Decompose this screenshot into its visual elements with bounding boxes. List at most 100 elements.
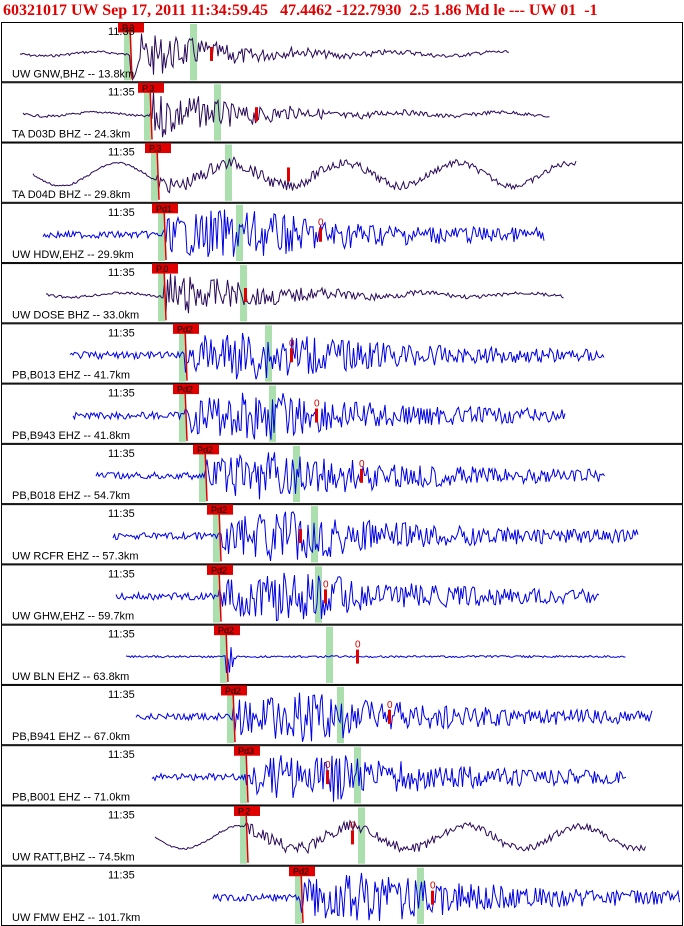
time-label: 11:35 [108,689,135,701]
trace-row[interactable]: Pd2 0 11:35 UW GHW,EHZ -- 59.7km [1,564,683,625]
trace-frame [1,624,683,685]
waveform [32,156,577,194]
time-label: 11:35 [108,388,135,400]
pick-line[interactable] [245,809,249,863]
coda-marker[interactable] [315,408,318,423]
pick-line[interactable] [184,327,188,381]
time-label: 11:35 [108,568,135,580]
time-label: 11:35 [108,207,135,219]
station-label: PB,B013 EHZ -- 41.7km [12,370,130,382]
coda-marker[interactable] [299,529,302,544]
pick-flag[interactable] [173,323,199,334]
time-label: 11:35 [108,448,135,460]
pick-line[interactable] [245,749,249,803]
trace-row[interactable]: Pd2 0 11:35 UW FMW EHZ -- 101.7km [1,865,683,926]
pick-flag[interactable] [193,444,219,455]
pick-label: Pd2 [211,505,227,515]
s-window [240,265,247,322]
trace-row[interactable]: Pd2 0 11:35 PB,B018 EHZ -- 54.7km [1,443,683,505]
trace-row[interactable]: Pd2 0 11:35 PB,B943 EHZ -- 41.8km [1,383,683,444]
coda-marker[interactable] [326,770,329,785]
coda-marker[interactable] [351,830,354,845]
pick-flag[interactable] [207,564,233,575]
pick-line[interactable] [163,267,167,321]
pick-label: P.2 [238,806,250,816]
pick-flag[interactable] [234,745,260,756]
station-label: TA D04D BHZ -- 29.8km [12,189,130,201]
pick-line[interactable] [232,688,236,743]
pick-flag[interactable] [145,143,171,154]
trace-row[interactable]: Pd2 11:35 UW RCFR EHZ -- 57.3km [1,504,683,565]
trace-row[interactable]: Pd3 0 11:35 PB,B001 EHZ -- 71.0km [1,745,683,806]
station-label: UW HDW,EHZ -- 29.9km [12,249,134,261]
p-window [158,265,165,322]
time-label: 11:35 [108,629,135,641]
event-mag-type: Md [465,2,490,19]
pick-line[interactable] [163,206,167,261]
pick-line[interactable] [300,869,304,924]
event-quality: le [493,2,505,19]
p-window [158,204,165,262]
coda-marker[interactable] [210,46,213,61]
event-separator: --- [508,2,525,19]
coda-label: 0 [318,218,324,229]
coda-marker[interactable] [287,167,290,182]
coda-marker[interactable] [324,589,327,604]
pick-flag[interactable] [152,263,178,274]
trace-row[interactable]: Pd1 0 11:35 UW HDW,EHZ -- 29.9km [1,202,683,264]
waveform [45,273,564,314]
pick-flag[interactable] [173,384,199,395]
pick-label: Pd2 [218,626,234,636]
pick-flag[interactable] [221,685,247,696]
pick-flag[interactable] [152,203,178,214]
pick-label: P.0 [156,264,168,274]
trace-row[interactable]: P.3 11:35 TA D04D BHZ -- 29.8km [1,142,683,203]
pick-label: Pd2 [197,445,213,455]
trace-row[interactable]: Pd2 0 11:35 PB,B013 EHZ -- 41.7km [1,323,683,384]
coda-marker[interactable] [356,649,359,664]
trace-row[interactable]: P.0 11:35 UW DOSE BHZ -- 33.0km [1,263,683,324]
trace-frame [1,383,683,444]
pick-flag[interactable] [138,82,164,93]
trace-row[interactable]: P.311:35 UW GNW,BHZ -- 13.8km [1,22,683,83]
p-window [151,144,158,201]
coda-label: 0 [359,459,365,470]
pick-flag[interactable] [234,805,260,816]
coda-marker[interactable] [244,288,247,303]
time-label: 11:35 [108,267,135,279]
coda-marker[interactable] [360,468,363,483]
trace-row[interactable]: Pd2 0 11:35 PB,B941 EHZ -- 67.0km [1,684,683,746]
pick-label: Pd2 [293,867,309,877]
pick-line[interactable] [149,86,153,140]
pick-label: P.3 [142,83,154,93]
pick-line[interactable] [218,508,222,562]
pick-flag[interactable] [118,22,144,33]
waveform [95,452,605,500]
trace-row[interactable]: P.2 0 11:35 UW RATT,BHZ -- 74.5km [1,805,683,866]
pick-flag[interactable] [207,504,233,515]
station-label: UW BLN EHZ -- 63.8km [12,671,129,683]
trace-row[interactable]: P.3 11:35 TA D03D BHZ -- 24.3km [1,82,683,143]
coda-marker[interactable] [290,348,293,363]
pick-line[interactable] [225,628,229,682]
pick-line[interactable] [204,447,208,502]
pick-line[interactable] [218,568,222,622]
waveform [72,392,566,440]
pick-line[interactable] [184,387,188,441]
trace-frame [1,684,683,746]
p-window [213,506,220,563]
pick-flag[interactable] [214,625,240,636]
coda-marker[interactable] [319,227,322,242]
time-label: 11:35 [108,809,135,821]
coda-label: 0 [430,881,436,892]
pick-line[interactable] [129,25,133,80]
trace-frame [1,22,683,83]
pick-line[interactable] [156,146,160,200]
coda-marker[interactable] [255,107,258,122]
coda-marker[interactable] [388,709,391,724]
pick-flag[interactable] [289,866,315,877]
coda-marker[interactable] [431,890,434,905]
time-label: 11:35 [108,147,135,159]
trace-row[interactable]: Pd2 0 11:35 UW BLN EHZ -- 63.8km [1,624,683,685]
